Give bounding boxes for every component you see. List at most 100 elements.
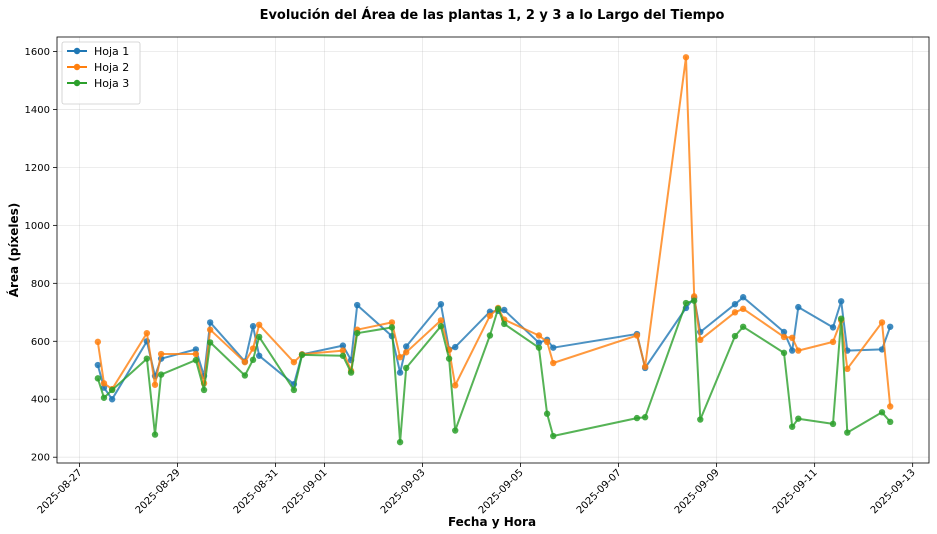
data-point-hoja-2 — [486, 312, 494, 319]
data-point-hoja-3 — [697, 416, 704, 423]
data-point-hoja-3 — [633, 414, 641, 422]
data-point-hoja-3 — [501, 320, 508, 328]
y-tick-label: 1600 — [25, 47, 50, 58]
data-point-hoja-1 — [837, 298, 845, 305]
data-point-hoja-3 — [157, 371, 165, 378]
legend-label: Hoja 3 — [94, 77, 129, 90]
data-point-hoja-1 — [206, 319, 214, 326]
data-point-hoja-3 — [206, 339, 214, 346]
data-point-hoja-1 — [94, 361, 102, 369]
data-point-hoja-3 — [641, 414, 649, 421]
data-point-hoja-1 — [353, 301, 361, 309]
data-point-hoja-3 — [94, 375, 102, 382]
data-point-hoja-3 — [788, 423, 796, 430]
grid — [57, 37, 929, 463]
data-point-hoja-2 — [697, 336, 704, 344]
data-point-hoja-2 — [241, 358, 249, 366]
data-point-hoja-2 — [206, 326, 214, 333]
data-point-hoja-2 — [731, 309, 739, 316]
data-point-hoja-3 — [886, 418, 894, 426]
data-point-hoja-3 — [445, 355, 453, 362]
data-point-hoja-2 — [641, 363, 649, 370]
x-tick-label: 2025-09-11 — [771, 467, 820, 516]
data-point-hoja-1 — [795, 303, 802, 311]
data-point-hoja-2 — [886, 403, 894, 410]
data-point-hoja-2 — [255, 321, 263, 328]
data-point-hoja-3 — [682, 299, 690, 307]
data-point-hoja-3 — [780, 349, 788, 357]
data-point-hoja-1 — [788, 347, 796, 354]
data-point-hoja-2 — [157, 350, 165, 358]
data-point-hoja-3 — [298, 351, 306, 359]
legend-label: Hoja 1 — [94, 45, 129, 58]
data-point-hoja-2 — [290, 358, 298, 366]
data-point-hoja-3 — [837, 315, 845, 322]
x-axis: 2025-08-27 2025-08-29 2025-08-31 2025-09-01… — [36, 463, 918, 516]
data-point-hoja-3 — [388, 324, 396, 331]
data-point-hoja-1 — [339, 342, 347, 349]
data-point-hoja-2 — [535, 332, 543, 339]
data-point-hoja-2 — [388, 319, 396, 326]
y-tick-label: 600 — [31, 337, 50, 348]
data-point-hoja-1 — [731, 300, 739, 308]
data-point-hoja-3 — [192, 356, 200, 364]
x-tick-label: 2025-08-27 — [36, 467, 85, 516]
data-point-hoja-1 — [501, 306, 508, 314]
data-point-hoja-2 — [100, 380, 108, 387]
x-tick-label: 2025-08-31 — [232, 467, 281, 516]
data-point-hoja-3 — [339, 352, 347, 359]
data-point-hoja-3 — [878, 409, 886, 416]
data-point-hoja-1 — [249, 323, 257, 330]
data-point-hoja-2 — [739, 305, 747, 313]
y-tick-label: 200 — [31, 453, 50, 464]
data-point-hoja-3 — [690, 297, 698, 304]
data-point-hoja-2 — [829, 338, 837, 346]
data-point-hoja-2 — [633, 332, 641, 339]
data-point-hoja-3 — [100, 394, 108, 401]
data-point-hoja-2 — [543, 338, 551, 346]
data-point-hoja-1 — [396, 369, 404, 376]
data-point-hoja-1 — [437, 300, 445, 308]
data-point-hoja-3 — [200, 386, 208, 394]
data-point-hoja-1 — [535, 339, 543, 346]
data-point-hoja-3 — [829, 420, 837, 428]
data-point-hoja-3 — [452, 427, 459, 434]
data-point-hoja-3 — [255, 333, 263, 341]
series-line-hoja-3 — [96, 299, 891, 444]
legend-label: Hoja 2 — [94, 61, 129, 74]
data-point-hoja-2 — [795, 347, 802, 354]
legend: Hoja 1 Hoja 2 Hoja 3 — [61, 41, 141, 105]
y-tick-label: 800 — [31, 279, 50, 290]
plot-frame — [56, 36, 930, 464]
x-tick-label: 2025-09-13 — [869, 467, 918, 516]
x-tick-label: 2025-09-05 — [477, 467, 526, 516]
data-point-hoja-2 — [396, 354, 404, 361]
data-point-hoja-1 — [829, 324, 837, 331]
y-tick-label: 400 — [31, 395, 50, 406]
data-point-hoja-3 — [543, 410, 551, 417]
data-point-hoja-3 — [739, 323, 747, 330]
x-tick-label: 2025-09-09 — [673, 467, 722, 516]
legend-box — [61, 41, 141, 105]
data-point-hoja-3 — [535, 344, 543, 351]
data-point-hoja-1 — [403, 343, 410, 350]
x-tick-label: 2025-09-01 — [281, 467, 330, 516]
data-point-hoja-3 — [795, 415, 802, 422]
data-point-hoja-2 — [94, 338, 102, 346]
data-point-hoja-3 — [844, 429, 851, 436]
data-point-hoja-1 — [739, 294, 747, 301]
data-point-hoja-3 — [494, 305, 502, 313]
data-point-hoja-2 — [788, 334, 796, 342]
legend-swatch-marker — [73, 79, 81, 87]
data-point-hoja-2 — [143, 329, 151, 337]
data-point-hoja-3 — [249, 356, 257, 364]
data-point-hoja-2 — [780, 333, 788, 341]
data-point-hoja-3 — [108, 386, 116, 394]
data-point-hoja-1 — [192, 346, 200, 353]
legend-swatch-marker — [73, 63, 81, 71]
y-axis-label: Área (píxeles) — [6, 203, 21, 298]
data-point-hoja-3 — [241, 372, 249, 379]
data-point-hoja-2 — [339, 347, 347, 354]
data-point-hoja-1 — [780, 328, 788, 336]
